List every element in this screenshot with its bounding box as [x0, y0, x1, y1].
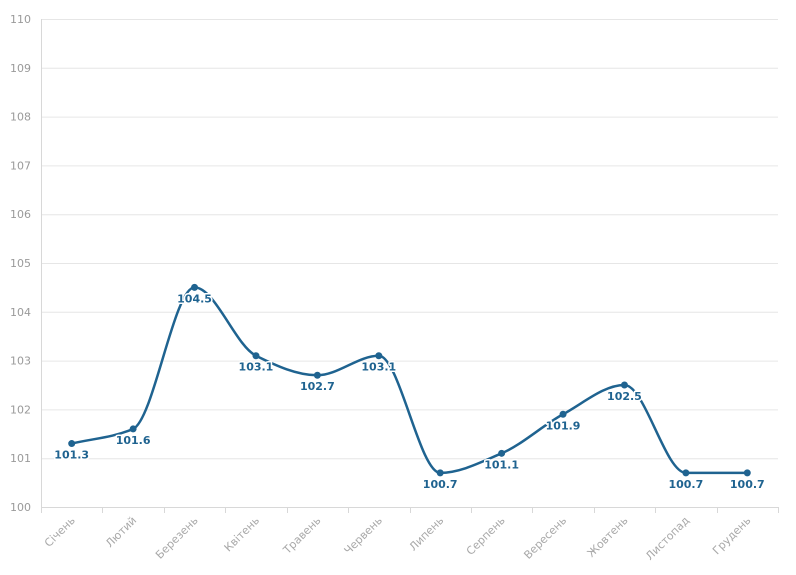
- data-label-6: 100.7: [423, 478, 458, 491]
- x-tick-label-7: Серпень: [464, 514, 508, 558]
- data-label-5: 103.1: [361, 361, 396, 374]
- data-point-10: [682, 469, 690, 477]
- series-layer: [70, 286, 749, 475]
- axes: [41, 19, 779, 513]
- data-point-3: [252, 352, 260, 360]
- data-point-11: [743, 469, 751, 477]
- y-axis-tick-labels: 100 101 102 103 104 105 106 107 108 109 110: [10, 13, 31, 514]
- y-tick-label-8: 108: [10, 111, 31, 124]
- data-point-9: [620, 381, 628, 389]
- x-tick-label-4: Травень: [280, 514, 323, 557]
- x-tick-label-11: Грудень: [710, 514, 753, 557]
- y-tick-label-2: 102: [10, 403, 31, 416]
- data-point-5: [375, 352, 383, 360]
- x-tick-label-9: Жовтень: [585, 514, 631, 560]
- data-point-2: [191, 283, 199, 291]
- y-tick-label-0: 100: [10, 501, 31, 514]
- data-point-6: [436, 469, 444, 477]
- data-label-0: 101.3: [54, 449, 89, 462]
- x-tick-label-0: Січень: [42, 514, 78, 550]
- x-tick-label-5: Червень: [342, 514, 385, 557]
- y-tick-label-4: 104: [10, 306, 31, 319]
- data-point-4: [313, 371, 321, 379]
- x-tick-label-6: Липень: [407, 514, 447, 554]
- data-label-1: 101.6: [116, 434, 151, 447]
- y-tick-label-10: 110: [10, 13, 31, 26]
- data-label-8: 101.9: [546, 419, 581, 432]
- data-label-4: 102.7: [300, 380, 335, 393]
- y-tick-label-7: 107: [10, 159, 31, 172]
- x-tick-label-3: Квітень: [222, 514, 262, 554]
- y-tick-label-9: 109: [10, 62, 31, 75]
- data-points: [68, 283, 751, 477]
- data-label-10: 100.7: [668, 478, 703, 491]
- data-label-3: 103.1: [239, 361, 274, 374]
- x-tick-label-10: Листопад: [643, 514, 692, 563]
- data-label-7: 101.1: [484, 458, 519, 471]
- data-point-1: [129, 425, 137, 433]
- x-axis-tick-labels: Січень Лютий Березень Квітень Травень Червень…: [42, 514, 753, 563]
- data-point-7: [498, 449, 506, 457]
- y-tick-label-6: 106: [10, 208, 31, 221]
- data-labels: 101.3 101.6 104.5 103.1 102.7 103.1 100.7 101.1…: [53, 291, 766, 492]
- x-tick-label-1: Лютий: [103, 514, 139, 550]
- data-point-8: [559, 410, 567, 418]
- y-tick-label-5: 105: [10, 257, 31, 270]
- data-label-2: 104.5: [177, 292, 212, 305]
- gridlines: [41, 19, 778, 460]
- x-tick-label-2: Березень: [153, 514, 201, 562]
- series-line-0: [70, 286, 749, 475]
- x-tick-label-8: Вересень: [521, 514, 569, 562]
- y-tick-label-3: 103: [10, 355, 31, 368]
- data-point-0: [68, 440, 76, 448]
- data-label-11: 100.7: [730, 478, 765, 491]
- data-label-9: 102.5: [607, 390, 642, 403]
- y-tick-label-1: 101: [10, 452, 31, 465]
